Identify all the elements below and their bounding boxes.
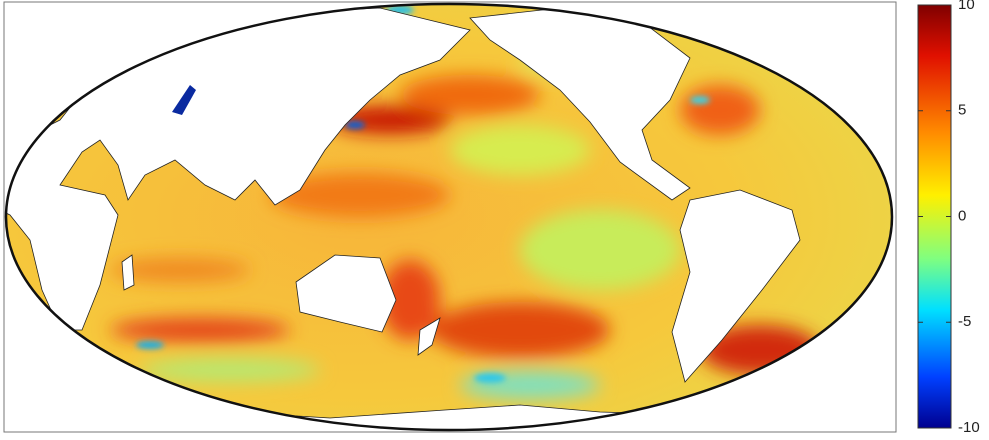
map-outline: [4, 2, 894, 432]
colorbar-tick-label: -10: [958, 419, 980, 436]
south-america: [671, 189, 801, 383]
madagascar: [121, 254, 135, 291]
new-zealand: [417, 317, 441, 356]
colorbar-tick-label: 10: [958, 0, 975, 13]
colorbar-tick-label: -5: [958, 313, 971, 330]
caspian: [172, 85, 196, 115]
colorbar-tick-label: 5: [958, 102, 966, 119]
colorbar: [917, 4, 952, 429]
colorbar-tick-label: 0: [958, 207, 966, 224]
anomaly-spots: [136, 5, 710, 383]
north-america: [469, 7, 691, 201]
map-frame: [3, 1, 897, 433]
map: [6, 4, 892, 430]
anomaly-field: [110, 45, 820, 399]
australia: [295, 254, 397, 333]
